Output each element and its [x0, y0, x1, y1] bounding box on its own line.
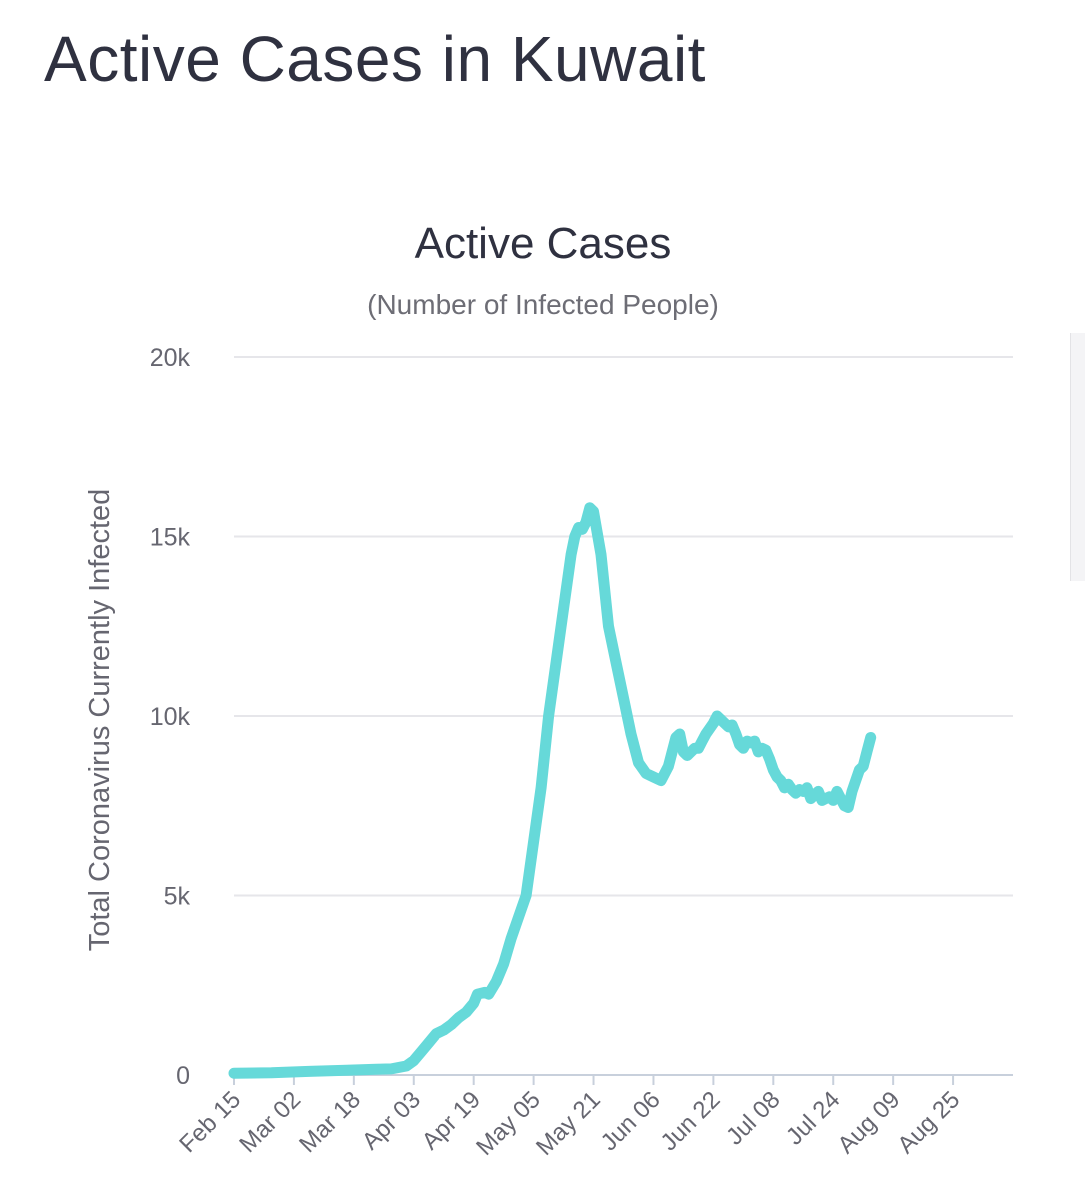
chart-title: Active Cases — [415, 219, 672, 268]
page-title: Active Cases in Kuwait — [44, 23, 706, 95]
y-axis-title: Total Coronavirus Currently Infected — [84, 489, 116, 952]
x-tick-label: May 21 — [531, 1086, 606, 1161]
series-line-active-cases — [228, 502, 877, 1079]
x-tick-label: Apr 03 — [357, 1086, 426, 1155]
y-tick-label: 20k — [150, 344, 191, 372]
x-tick-label: Mar 02 — [234, 1086, 306, 1158]
x-tick-label: Jun 22 — [656, 1086, 726, 1156]
chart-subtitle: (Number of Infected People) — [367, 289, 719, 320]
series-layer — [228, 502, 877, 1079]
x-tick-label: May 05 — [471, 1086, 546, 1161]
scrollbar[interactable] — [1070, 333, 1085, 581]
x-tick-label: Jun 06 — [596, 1086, 666, 1156]
x-tick-label: Mar 18 — [294, 1086, 366, 1158]
y-tick-label: 5k — [164, 883, 191, 911]
y-axis-ticks: 0 5k 10k 15k 20k — [150, 344, 191, 1090]
x-tick-label: Aug 25 — [892, 1086, 965, 1159]
y-tick-label: 10k — [150, 703, 191, 731]
y-tick-label: 0 — [176, 1062, 190, 1090]
x-tick-label: Aug 09 — [833, 1086, 906, 1159]
x-tick-label: Jul 08 — [721, 1086, 785, 1150]
y-tick-label: 15k — [150, 524, 191, 552]
x-tick-label: Feb 15 — [174, 1086, 246, 1158]
